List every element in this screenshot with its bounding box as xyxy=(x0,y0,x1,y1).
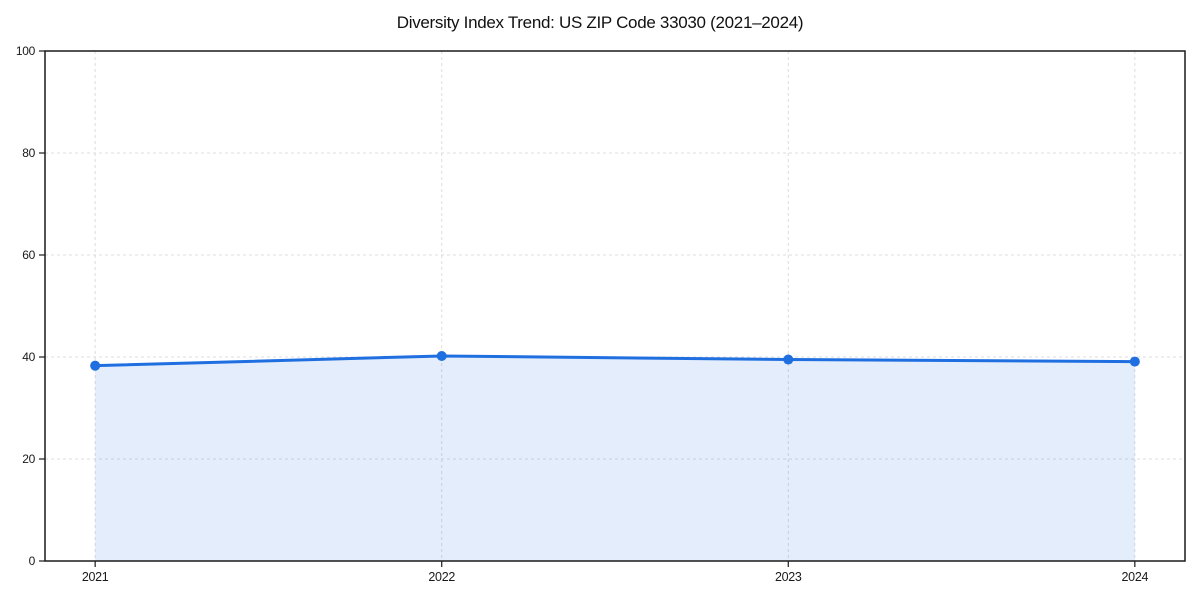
data-point-marker xyxy=(90,360,101,371)
y-tick-label: 40 xyxy=(22,350,35,364)
data-point-marker xyxy=(1129,356,1140,367)
y-tick-label: 20 xyxy=(22,452,35,466)
data-point-marker xyxy=(783,354,794,365)
x-tick-label: 2022 xyxy=(428,570,455,584)
area-fill xyxy=(95,355,1135,561)
axis-frame xyxy=(44,50,1186,562)
y-tick-label: 60 xyxy=(22,248,35,262)
x-tick-label: 2024 xyxy=(1122,570,1149,584)
x-tick-label: 2023 xyxy=(775,570,802,584)
y-tick-label: 0 xyxy=(29,554,36,568)
y-tick-label: 100 xyxy=(16,44,36,58)
trend-line xyxy=(93,354,1137,368)
chart-title: Diversity Index Trend: US ZIP Code 33030… xyxy=(396,13,804,32)
x-tick-label: 2021 xyxy=(82,570,109,584)
plot-area-background xyxy=(45,51,1185,561)
data-point-marker xyxy=(436,350,447,361)
y-tick-label: 80 xyxy=(22,146,35,160)
